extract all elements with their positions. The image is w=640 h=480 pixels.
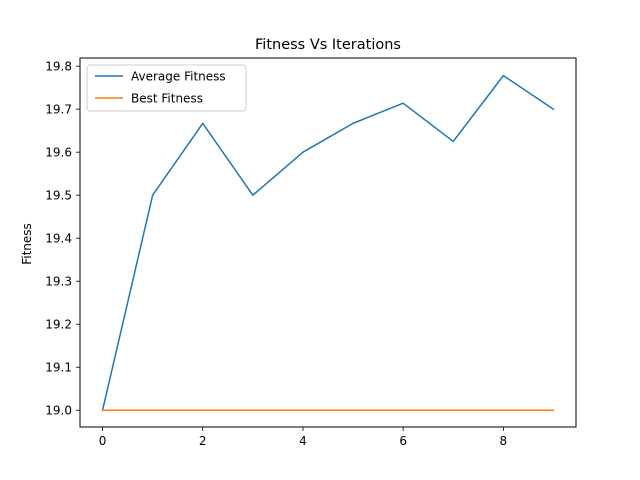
y-tick-label: 19.2 xyxy=(45,318,72,332)
y-tick-label: 19.5 xyxy=(45,189,72,203)
x-axis-ticks: 0 2 4 6 8 xyxy=(99,427,507,448)
x-tick-label: 2 xyxy=(199,434,207,448)
y-tick-label: 19.7 xyxy=(45,103,72,117)
y-tick-label: 19.1 xyxy=(45,361,72,375)
y-axis-title: Fitness xyxy=(20,223,34,265)
legend-box xyxy=(86,64,247,112)
y-tick-label: 19.8 xyxy=(45,60,72,74)
y-tick-label: 19.3 xyxy=(45,275,72,289)
plot-frame xyxy=(79,57,577,428)
series-line-1 xyxy=(101,74,555,412)
series-layer xyxy=(101,74,555,412)
legend: Average Fitness Best Fitness xyxy=(86,64,247,112)
chart-title: Fitness Vs Iterations xyxy=(255,37,401,53)
legend-label-1: Average Fitness xyxy=(131,70,226,84)
y-axis-ticks: 19.0 19.1 19.2 19.3 19.4 19.5 19.6 19.7 19.8 xyxy=(45,60,80,418)
y-tick-label: 19.0 xyxy=(45,404,72,418)
y-tick-label: 19.6 xyxy=(45,146,72,160)
x-tick-label: 0 xyxy=(99,434,107,448)
x-tick-label: 4 xyxy=(299,434,307,448)
x-tick-label: 6 xyxy=(399,434,407,448)
x-tick-label: 8 xyxy=(500,434,508,448)
y-tick-label: 19.4 xyxy=(45,232,72,246)
legend-label-2: Best Fitness xyxy=(131,92,203,106)
